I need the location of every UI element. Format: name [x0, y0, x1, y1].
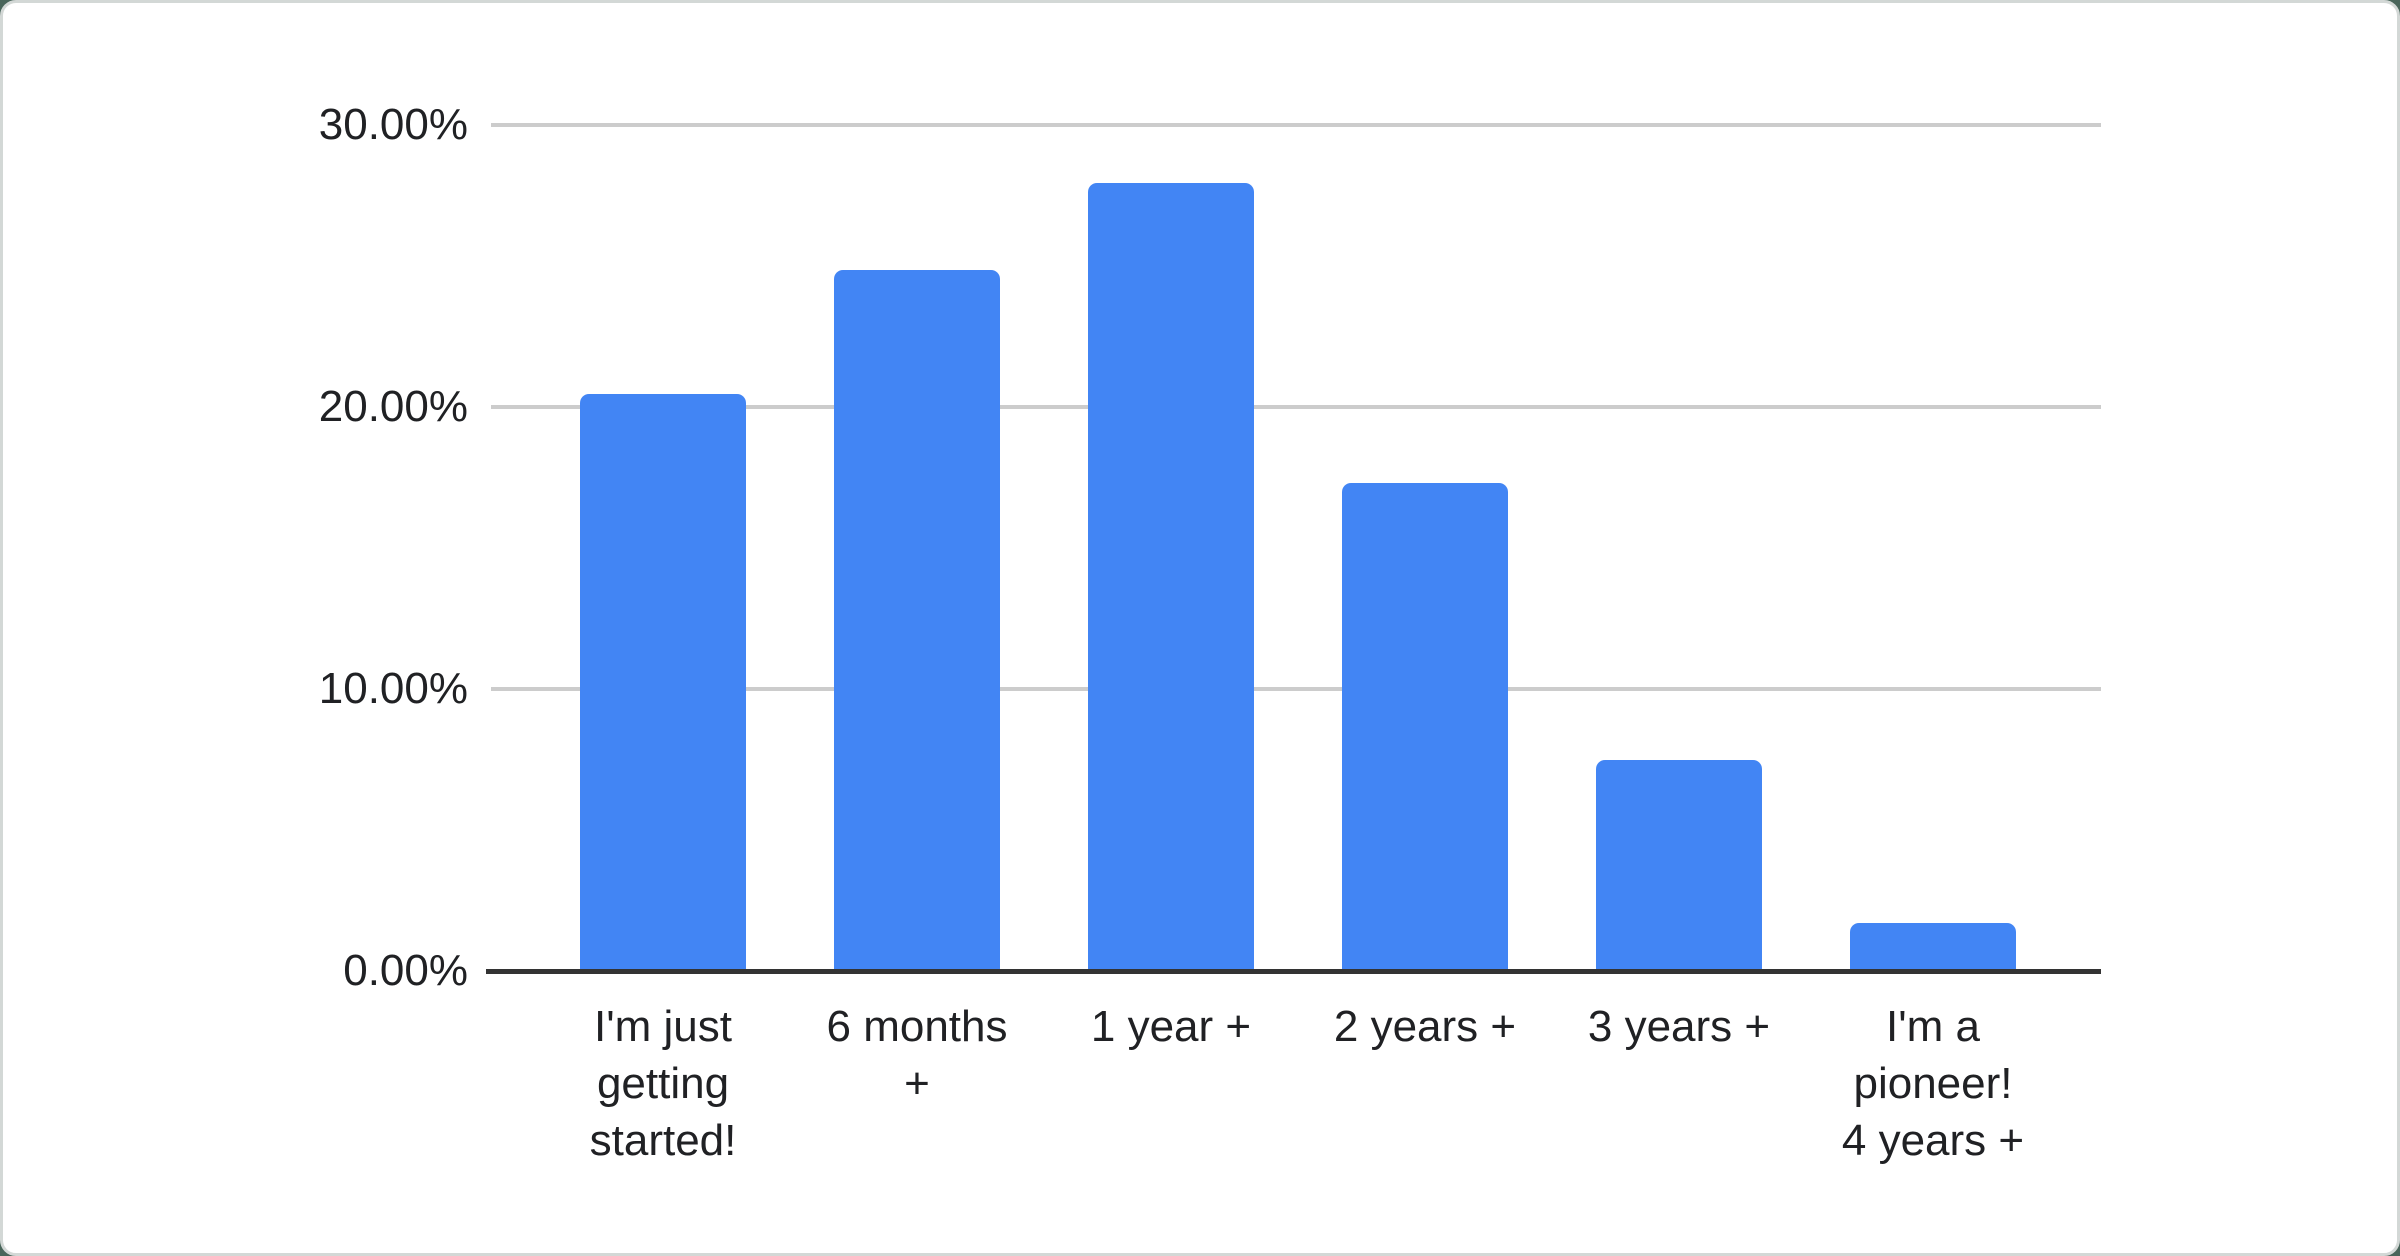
bar-chart: 0.00% 10.00% 20.00% 30.00% I'm just getting …: [3, 3, 2397, 1253]
bar-4: [1596, 759, 1762, 971]
x-axis-category-label-4: 3 years +: [1587, 1002, 1771, 1051]
x-axis-line: [486, 969, 2101, 974]
y-axis-tick-label: 30.00%: [318, 100, 468, 149]
x-axis-category-label-3: 2 years +: [1333, 1002, 1517, 1051]
bar-5: [1850, 923, 2016, 971]
x-axis-category-label-0: I'm just getting started!: [589, 1002, 737, 1165]
bar-3: [1342, 483, 1508, 971]
gridline-20: [491, 405, 2101, 409]
bar-0: [580, 394, 746, 971]
x-axis-category-label-1: 6 months +: [826, 1002, 1008, 1108]
gridline-30: [491, 123, 2101, 127]
y-axis-tick-label: 0.00%: [343, 946, 468, 995]
x-axis-category-label-5: I'm a pioneer! 4 years +: [1841, 1002, 2025, 1165]
gridline-10: [491, 687, 2101, 691]
y-axis-tick-label: 10.00%: [318, 664, 468, 713]
x-axis-category-label-2: 1 year +: [1090, 1002, 1252, 1051]
bar-2: [1088, 182, 1254, 971]
y-axis-tick-label: 20.00%: [318, 382, 468, 431]
bar-1: [834, 270, 1000, 971]
